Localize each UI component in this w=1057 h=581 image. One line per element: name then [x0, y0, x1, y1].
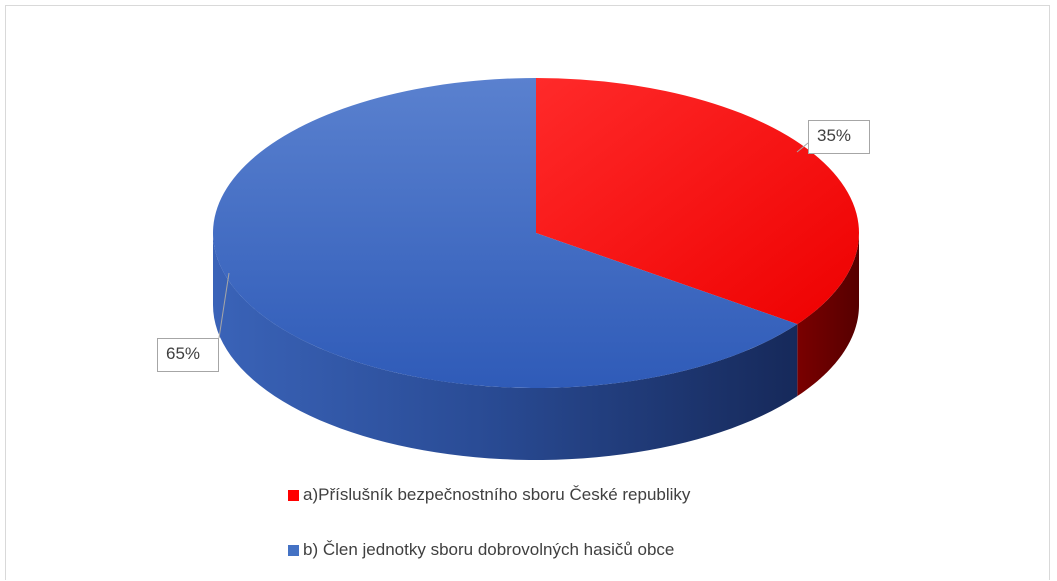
- pie-side-0: [797, 233, 859, 397]
- pie-slice-1: [213, 78, 798, 389]
- legend-item-a: a)Příslušník bezpečnostního sboru České …: [288, 480, 848, 510]
- legend-swatch-red: [288, 489, 299, 501]
- leader-line-1: [218, 272, 230, 339]
- pie-side-1: [213, 233, 798, 460]
- legend: a)Příslušník bezpečnostního sboru České …: [288, 480, 848, 565]
- legend-label-b: b) Člen jednotky sboru dobrovolných hasi…: [303, 540, 675, 559]
- data-label-65: 65%: [157, 338, 219, 372]
- legend-swatch-blue: [288, 544, 299, 556]
- leader-line-0: [796, 142, 809, 153]
- data-label-35: 35%: [808, 120, 870, 154]
- legend-label-a: a)Příslušník bezpečnostního sboru České …: [303, 485, 691, 504]
- legend-item-b: b) Člen jednotky sboru dobrovolných hasi…: [288, 535, 848, 565]
- pie-slice-0: [536, 78, 860, 325]
